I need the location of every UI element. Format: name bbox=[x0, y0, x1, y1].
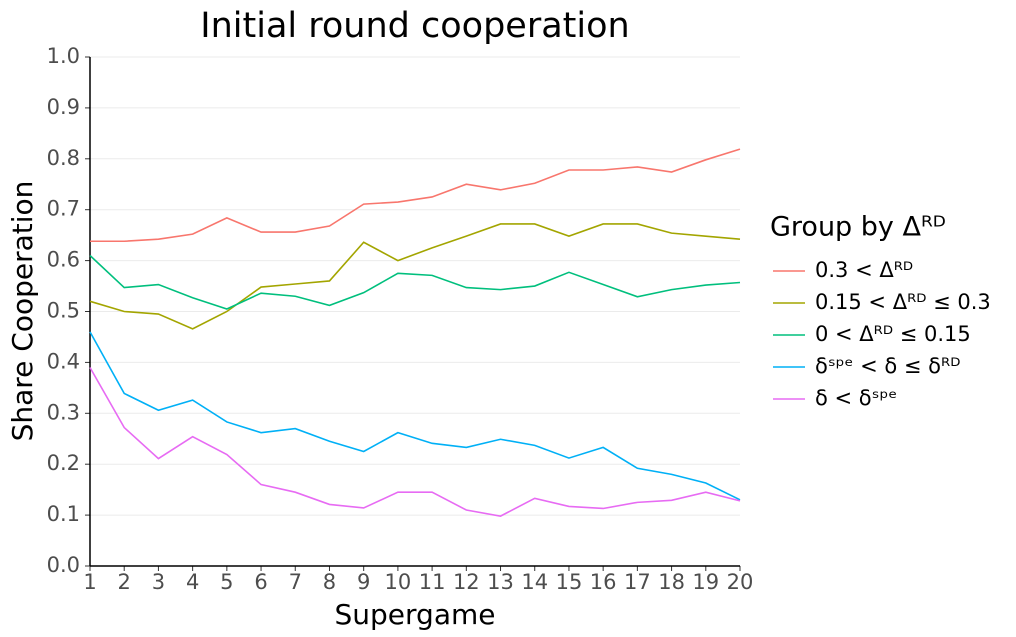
x-tick-label: 12 bbox=[453, 570, 480, 594]
x-tick-label: 10 bbox=[385, 570, 412, 594]
y-axis-label: Share Cooperation bbox=[6, 181, 39, 442]
x-tick-label: 16 bbox=[590, 570, 617, 594]
series-line bbox=[90, 148, 741, 243]
x-tick-label: 17 bbox=[624, 570, 651, 594]
x-tick-label: 19 bbox=[692, 570, 719, 594]
y-tick-label: 0.3 bbox=[47, 400, 80, 424]
x-tick-label: 1 bbox=[83, 570, 96, 594]
y-tick-label: 0.2 bbox=[47, 451, 80, 475]
series-line bbox=[89, 367, 741, 517]
x-tick-label: 11 bbox=[419, 570, 446, 594]
y-tick-label: 0.7 bbox=[47, 197, 80, 221]
series-line bbox=[89, 254, 741, 310]
x-tick-label: 9 bbox=[357, 570, 370, 594]
x-tick-label: 6 bbox=[254, 570, 267, 594]
x-tick-label: 20 bbox=[727, 570, 754, 594]
y-tick-label: 0.6 bbox=[47, 248, 80, 272]
x-tick-label: 2 bbox=[118, 570, 131, 594]
legend-label: 0.3 < Δᴿᴰ bbox=[815, 258, 913, 282]
y-tick-label: 1.0 bbox=[47, 44, 80, 68]
chart-title: Initial round cooperation bbox=[200, 6, 629, 46]
x-tick-label: 8 bbox=[323, 570, 336, 594]
x-tick-label: 3 bbox=[152, 570, 165, 594]
y-tick-label: 0.8 bbox=[47, 146, 80, 170]
legend-label: 0.15 < Δᴿᴰ ≤ 0.3 bbox=[815, 290, 991, 314]
series-line bbox=[89, 223, 741, 330]
x-tick-label: 14 bbox=[521, 570, 548, 594]
x-tick-label: 15 bbox=[556, 570, 583, 594]
legend-title: Group by Δᴿᴰ bbox=[770, 212, 946, 243]
legend-label: 0 < Δᴿᴰ ≤ 0.15 bbox=[815, 322, 971, 346]
x-tick-label: 7 bbox=[289, 570, 302, 594]
series-line bbox=[89, 331, 741, 501]
legend-label: δ < δˢᵖᵉ bbox=[815, 386, 897, 410]
y-tick-label: 0.1 bbox=[47, 502, 80, 526]
y-tick-label: 0.4 bbox=[47, 349, 80, 373]
y-tick-label: 0.0 bbox=[47, 553, 80, 577]
x-axis-label: Supergame bbox=[335, 598, 496, 631]
x-tick-label: 13 bbox=[487, 570, 514, 594]
x-tick-label: 18 bbox=[658, 570, 685, 594]
legend-label: δˢᵖᵉ < δ ≤ δᴿᴰ bbox=[815, 354, 960, 378]
y-tick-label: 0.5 bbox=[47, 299, 80, 323]
x-tick-label: 5 bbox=[220, 570, 233, 594]
y-tick-label: 0.9 bbox=[47, 95, 80, 119]
x-tick-label: 4 bbox=[186, 570, 199, 594]
